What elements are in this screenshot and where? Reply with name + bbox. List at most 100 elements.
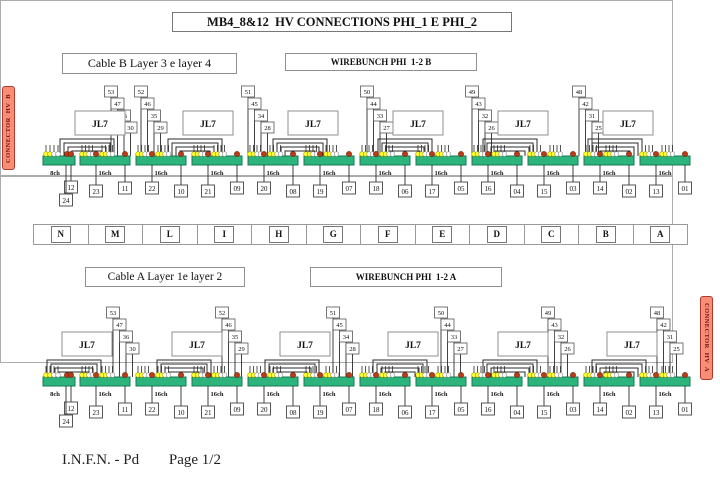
channel-count-label: 16ch — [547, 391, 560, 398]
connector-number-box — [342, 402, 356, 416]
jl7-label: JL7 — [410, 120, 426, 130]
stack-number-box — [585, 109, 599, 122]
connector-number: 11 — [122, 406, 129, 414]
bus-dot-red — [68, 151, 74, 157]
connector-number-box — [566, 181, 580, 195]
stack-number: 42 — [660, 322, 667, 329]
jl7-label: JL7 — [189, 341, 205, 351]
jl7-box — [61, 331, 113, 357]
letter-box: E — [432, 226, 453, 243]
stack-number: 44 — [444, 322, 451, 329]
stack-number: 53 — [110, 310, 117, 317]
jl7-wire-bundle — [486, 142, 534, 156]
channel-count-label: 16ch — [547, 170, 560, 177]
connector-number-box — [286, 184, 300, 198]
bus-dot-white — [557, 372, 564, 378]
hv-bus-bar — [471, 155, 523, 166]
hv-bus-bar — [471, 376, 523, 387]
jl7-box — [602, 110, 654, 136]
stack-number: 42 — [582, 101, 589, 108]
bus-dot-red — [570, 151, 576, 157]
connector-number: 23 — [93, 188, 101, 196]
channel-count-label: 16ch — [99, 391, 112, 398]
bus-dot-white — [389, 151, 396, 157]
connector-number-box — [201, 184, 215, 198]
connector-number-box — [425, 405, 439, 419]
letter-cell-B: B — [579, 225, 634, 244]
connector-number-box — [201, 405, 215, 419]
bus-dot-red — [373, 372, 379, 378]
stack-number: 26 — [564, 346, 571, 353]
bus-dot-red — [317, 151, 323, 157]
stack-number: 34 — [343, 334, 350, 341]
bus-dot-red — [682, 151, 688, 157]
stack-number: 48 — [576, 89, 583, 96]
jl7-box — [387, 331, 439, 357]
connector-number: 06 — [402, 188, 410, 196]
stack-number: 52 — [219, 310, 226, 317]
hv-bus-bar — [415, 376, 467, 387]
bus-dot-red — [290, 151, 296, 157]
letter-box: A — [650, 226, 671, 243]
stack-number: 29 — [238, 346, 245, 353]
bus-dot-white — [221, 151, 228, 157]
bus-dot-red — [346, 372, 352, 378]
connector-number: 19 — [317, 188, 325, 196]
stack-number: 46 — [144, 101, 151, 108]
hv-bus-bar — [359, 155, 411, 166]
connector-number-box — [454, 181, 468, 195]
jl7-box — [74, 110, 126, 136]
jl7-label: JL7 — [624, 341, 640, 351]
bus-dot-red — [149, 151, 155, 157]
stack-number: 35 — [232, 334, 239, 341]
jl7-label: JL7 — [405, 341, 421, 351]
connector-number-box — [566, 402, 580, 416]
stack-number-box — [125, 342, 140, 355]
connector-number-box — [59, 414, 73, 428]
jl7-wire-bundle — [372, 359, 428, 377]
connector-number: 10 — [178, 188, 186, 196]
stack-number-box — [112, 318, 127, 331]
stack-number: 35 — [151, 113, 158, 120]
channel-count-label: 16ch — [659, 391, 672, 398]
connector-number: 12 — [68, 405, 76, 413]
stack-number-box — [572, 85, 586, 98]
bus-dot-red — [261, 151, 267, 157]
connector-number: 20 — [261, 406, 269, 414]
stack-number-box — [440, 318, 455, 331]
connector-number: 09 — [234, 406, 242, 414]
stack-number: 31 — [667, 334, 674, 341]
footer-org: I.N.F.N. - Pd — [62, 452, 140, 468]
channel-count-label: 16ch — [99, 170, 112, 177]
stack-number-box — [241, 85, 255, 98]
letter-cell-E: E — [416, 225, 470, 244]
connector-number-box — [454, 402, 468, 416]
hv-bus-bar — [42, 376, 76, 387]
hv-bus-bar — [639, 155, 691, 166]
connector-number: 03 — [570, 185, 578, 193]
letter-box: M — [105, 226, 126, 243]
stack-number: 50 — [438, 310, 445, 317]
stack-number: 49 — [545, 310, 552, 317]
connector-number-box — [369, 181, 383, 195]
letter-box: B — [595, 226, 616, 243]
stack-number: 43 — [475, 101, 482, 108]
wirebunch-b-label: WIREBUNCH PHI 1-2 B — [285, 53, 477, 71]
bus-dot-red — [514, 372, 520, 378]
hv-bus-bar — [303, 376, 355, 387]
letter-box: G — [323, 226, 344, 243]
hv-bus-bar — [415, 155, 467, 166]
connector-number-box — [342, 181, 356, 195]
jl7-box — [606, 331, 658, 357]
jl7-box — [279, 331, 331, 357]
connector-number: 21 — [205, 409, 213, 417]
stack-number: 45 — [251, 101, 258, 108]
connector-number-box — [174, 405, 188, 419]
jl7-label: JL7 — [515, 341, 531, 351]
hv-bus-bar — [527, 155, 579, 166]
connector-number: 08 — [290, 409, 298, 417]
bus-dot-red — [205, 372, 211, 378]
connector-number: 06 — [402, 409, 410, 417]
connector-number: 24 — [63, 418, 71, 426]
